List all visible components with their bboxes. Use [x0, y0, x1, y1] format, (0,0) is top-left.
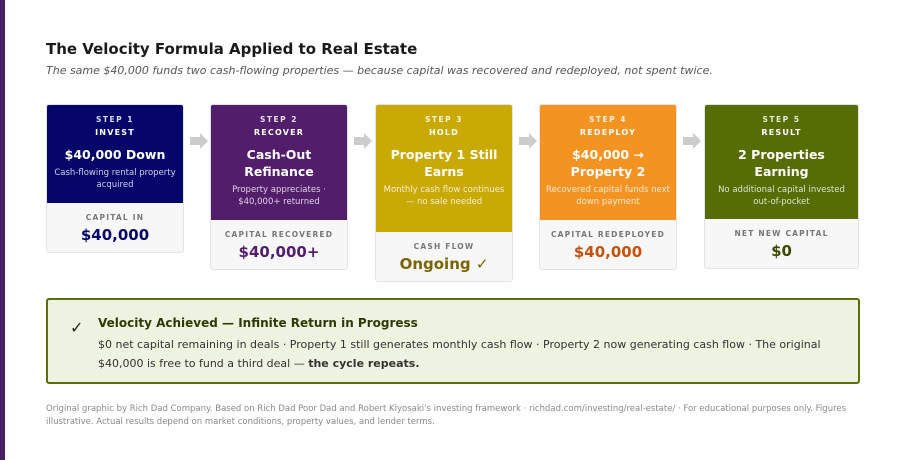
step-card-4: STEP 4 REDEPLOY $40,000 → Property 2 Rec… [539, 104, 677, 270]
step-number: STEP 3 [425, 115, 463, 124]
step-header: STEP 1 INVEST $40,000 Down Cash-flowing … [47, 105, 183, 203]
metric-value: $40,000 [80, 226, 150, 244]
metric-value: $40,000 [573, 243, 643, 261]
callout-title: Velocity Achieved — Infinite Return in P… [98, 316, 418, 330]
metric-value: $0 [771, 242, 792, 260]
step-title: Cash-Out Refinance [244, 147, 314, 179]
step-description: No additional capital invested out-of-po… [718, 185, 845, 207]
step-description: Recovered capital funds next down paymen… [546, 185, 670, 207]
arrow-right-icon [519, 133, 537, 149]
arrow-right-icon [683, 133, 701, 149]
step-title: Property 1 Still Earns [390, 147, 498, 179]
step-metric: NET NEW CAPITAL $0 [705, 219, 858, 268]
metric-label: CAPITAL REDEPLOYED [550, 230, 666, 239]
page-title: The Velocity Formula Applied to Real Est… [46, 40, 418, 58]
step-description: Property appreciates · $40,000+ returned [232, 185, 326, 207]
step-description: Cash-flowing rental property acquired [54, 168, 176, 190]
step-metric: CAPITAL IN $40,000 [47, 203, 183, 252]
metric-label: NET NEW CAPITAL [734, 229, 829, 238]
left-accent-bar [0, 0, 5, 460]
step-description: Monthly cash flow continues — no sale ne… [383, 185, 505, 207]
velocity-callout: ✓ Velocity Achieved — Infinite Return in… [46, 298, 860, 384]
check-icon: ✓ [70, 318, 84, 337]
metric-value: Ongoing ✓ [399, 255, 489, 273]
page-subtitle: The same $40,000 funds two cash-flowing … [46, 64, 713, 77]
callout-body: $0 net capital remaining in deals · Prop… [98, 335, 838, 373]
callout-body-emphasis: the cycle repeats. [308, 357, 420, 370]
step-card-2: STEP 2 RECOVER Cash-Out Refinance Proper… [210, 104, 348, 270]
step-label: RECOVER [253, 128, 305, 137]
step-card-1: STEP 1 INVEST $40,000 Down Cash-flowing … [46, 104, 184, 253]
footer-note: Original graphic by Rich Dad Company. Ba… [46, 404, 847, 427]
step-number: STEP 4 [589, 115, 627, 124]
step-title: $40,000 → Property 2 [570, 147, 646, 179]
metric-value: $40,000+ [238, 243, 320, 261]
arrow-right-icon [190, 133, 208, 149]
step-label: INVEST [95, 128, 135, 137]
step-header: STEP 3 HOLD Property 1 Still Earns Month… [376, 105, 512, 232]
step-metric: CAPITAL REDEPLOYED $40,000 [540, 220, 676, 269]
step-label: RESULT [761, 128, 802, 137]
metric-label: CASH FLOW [413, 242, 475, 251]
step-header: STEP 2 RECOVER Cash-Out Refinance Proper… [211, 105, 347, 220]
callout-body-text: $0 net capital remaining in deals · Prop… [98, 338, 821, 370]
step-label: REDEPLOY [579, 128, 637, 137]
step-card-5: STEP 5 RESULT 2 Properties Earning No ad… [704, 104, 859, 269]
step-title: 2 Properties Earning [738, 147, 825, 179]
step-metric: CAPITAL RECOVERED $40,000+ [211, 220, 347, 269]
step-title: $40,000 Down [64, 147, 166, 162]
step-number: STEP 1 [96, 115, 134, 124]
metric-label: CAPITAL RECOVERED [224, 230, 334, 239]
step-header: STEP 4 REDEPLOY $40,000 → Property 2 Rec… [540, 105, 676, 220]
step-label: HOLD [428, 128, 460, 137]
step-number: STEP 2 [260, 115, 298, 124]
step-metric: CASH FLOW Ongoing ✓ [376, 232, 512, 281]
arrow-right-icon [354, 133, 372, 149]
metric-label: CAPITAL IN [85, 213, 145, 222]
step-number: STEP 5 [762, 115, 801, 124]
step-header: STEP 5 RESULT 2 Properties Earning No ad… [705, 105, 858, 219]
step-card-3: STEP 3 HOLD Property 1 Still Earns Month… [375, 104, 513, 282]
